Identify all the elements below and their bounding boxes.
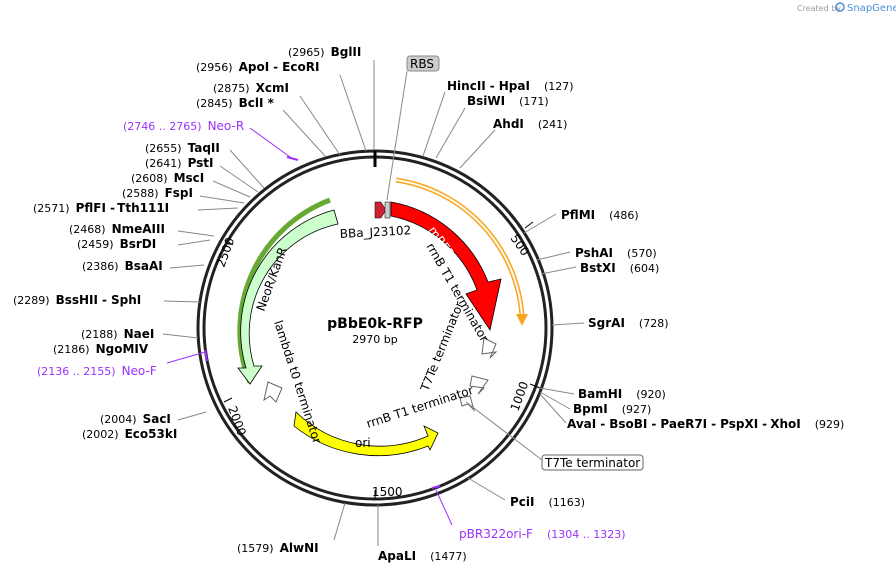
site-bpmi: BpmI (927)	[573, 402, 651, 416]
sgrai-leader	[551, 322, 585, 326]
nmeaiii-leader	[177, 230, 215, 237]
tick-2500: 2500	[214, 236, 238, 269]
tick-2000-mark	[223, 397, 233, 403]
site-bsshii-sphi: (2289) BssHII - SphI	[13, 293, 141, 307]
psti-leader	[219, 165, 259, 193]
rbs-label: RBS	[410, 57, 434, 71]
site-ngomiv: (2186) NgoMIV	[53, 342, 149, 356]
neo-f-primer-leader	[166, 351, 206, 364]
snapgene-logo-icon	[835, 2, 845, 12]
bsaai-leader	[169, 264, 205, 269]
site-bamhi: BamHI (920)	[578, 387, 666, 401]
neo-r-primer-leader	[249, 127, 291, 158]
alwni-leader	[333, 502, 346, 541]
rbs-marker	[384, 201, 391, 219]
site-bsrdi: (2459) BsrDI	[77, 237, 156, 251]
created-by-label: Created by	[797, 4, 841, 13]
neo-r-primer-mark	[286, 156, 299, 161]
t7te-inner-label: T7Te terminator	[417, 300, 466, 395]
pcii-leader	[467, 477, 506, 501]
bstxi-leader	[540, 266, 577, 275]
site-pcii: PciI (1163)	[510, 495, 585, 509]
pbr322-primer-mark	[431, 485, 441, 489]
snapgene-brand: SnapGene	[847, 3, 896, 14]
hincii-leader	[422, 91, 446, 157]
site-xcmi: (2875) XcmI	[213, 81, 289, 95]
site-sgrai: SgrAI (728)	[588, 316, 669, 330]
neor-outer-arc	[237, 197, 331, 379]
outer-feature-arc-highlight	[395, 179, 523, 317]
site-eco53ki: (2002) Eco53kI	[82, 427, 177, 441]
site-alwni: (1579) AlwNI	[237, 541, 319, 555]
site-taqii: (2655) TaqII	[145, 141, 220, 155]
plasmid-name: pBbE0k-RFP	[327, 316, 423, 332]
outer-feature-arrowhead	[516, 314, 528, 326]
msci-leader	[212, 180, 251, 198]
rbs-leader-line	[386, 70, 408, 201]
ori-label: ori	[355, 436, 371, 450]
bpmi-leader	[539, 391, 571, 410]
site-bsaai: (2386) BsaAI	[82, 259, 163, 273]
avai-leader	[539, 393, 567, 424]
site-bcli: (2845) BclI *	[196, 96, 275, 110]
t7te-terminator-chevron	[469, 375, 489, 395]
site-hincii-hpai: HincII - HpaI (127)	[447, 79, 574, 93]
site-avai-xhoi: AvaI - BsoBI - PaeR7I - PspXI - XhoI (929)	[567, 417, 844, 431]
pflfi-leader	[197, 207, 239, 211]
saci-leader	[177, 411, 207, 421]
bamhi-leader	[539, 387, 575, 395]
tick-2000: 2000	[225, 404, 249, 437]
bsiwi-leader	[435, 107, 466, 159]
site-bsiwi: BsiWI (171)	[467, 94, 549, 108]
mrfp1-feature-arrow	[390, 201, 502, 332]
lambda-terminator-chevron	[263, 381, 283, 403]
rbs-callout-box	[406, 55, 440, 72]
rrnb-bottom-terminator-label: rrnB T1 terminator	[365, 383, 476, 431]
pbr322-primer-leader	[435, 489, 453, 526]
site-fspi: (2588) FspI	[122, 186, 193, 200]
t7te-callout-label: T7Te terminator	[544, 456, 640, 470]
bcli-leader	[282, 109, 327, 158]
tick-1500: 1500	[372, 485, 403, 499]
fspi-leader	[199, 195, 245, 204]
taqii-leader	[229, 149, 265, 189]
tick-1000-mark	[529, 383, 541, 389]
t7te-leader-line	[465, 401, 543, 461]
primer-neo-f: (2136 .. 2155) Neo-F	[37, 364, 157, 378]
site-apoi-ecori: (2956) ApoI - EcoRI	[196, 60, 319, 74]
bba-j23102-label: BBa_J23102	[339, 223, 411, 241]
site-bglii: (2965) BglII	[288, 45, 361, 59]
tick-2500-mark	[224, 239, 234, 246]
plasmid-length: 2970 bp	[352, 333, 397, 346]
site-ahdi: AhdI (241)	[493, 117, 567, 131]
naei-leader	[162, 333, 199, 339]
primer-pbr322ori-f: pBR322ori-F (1304 .. 1323)	[459, 527, 626, 541]
site-pflfi-tth111i: (2571) PflFI - Tth111I	[33, 201, 169, 215]
site-naei: (2188) NaeI	[81, 327, 154, 341]
bsshii-leader	[163, 300, 201, 303]
site-msci: (2608) MscI	[131, 171, 204, 185]
ahdi-leader	[459, 129, 496, 169]
primer-neo-r: (2746 .. 2765) Neo-R	[123, 119, 244, 133]
site-bstxi: BstXI (604)	[580, 261, 659, 275]
neo-f-primer-mark	[204, 349, 208, 362]
site-pshai: PshAI (570)	[575, 246, 657, 260]
t7te-callout-box	[541, 454, 644, 471]
neor-kanr-feature-arrow	[237, 209, 339, 385]
xcmi-leader	[299, 95, 341, 156]
ori-feature-arrow	[293, 411, 439, 456]
site-saci: (2004) SacI	[100, 412, 171, 426]
pshai-leader	[536, 251, 571, 261]
tick-500-mark	[524, 221, 534, 229]
bba-promoter-arrow	[374, 201, 387, 219]
rrnb-top-terminator-chevron	[481, 337, 498, 359]
site-pflmi: PflMI (486)	[561, 208, 639, 222]
site-nmeaiii: (2468) NmeAIII	[69, 222, 165, 236]
bsrdi-leader	[177, 239, 211, 246]
site-psti: (2641) PstI	[145, 156, 214, 170]
site-apali: ApaLI (1477)	[378, 549, 467, 563]
apoi-leader	[339, 74, 367, 152]
pflmi-leader	[523, 213, 557, 234]
